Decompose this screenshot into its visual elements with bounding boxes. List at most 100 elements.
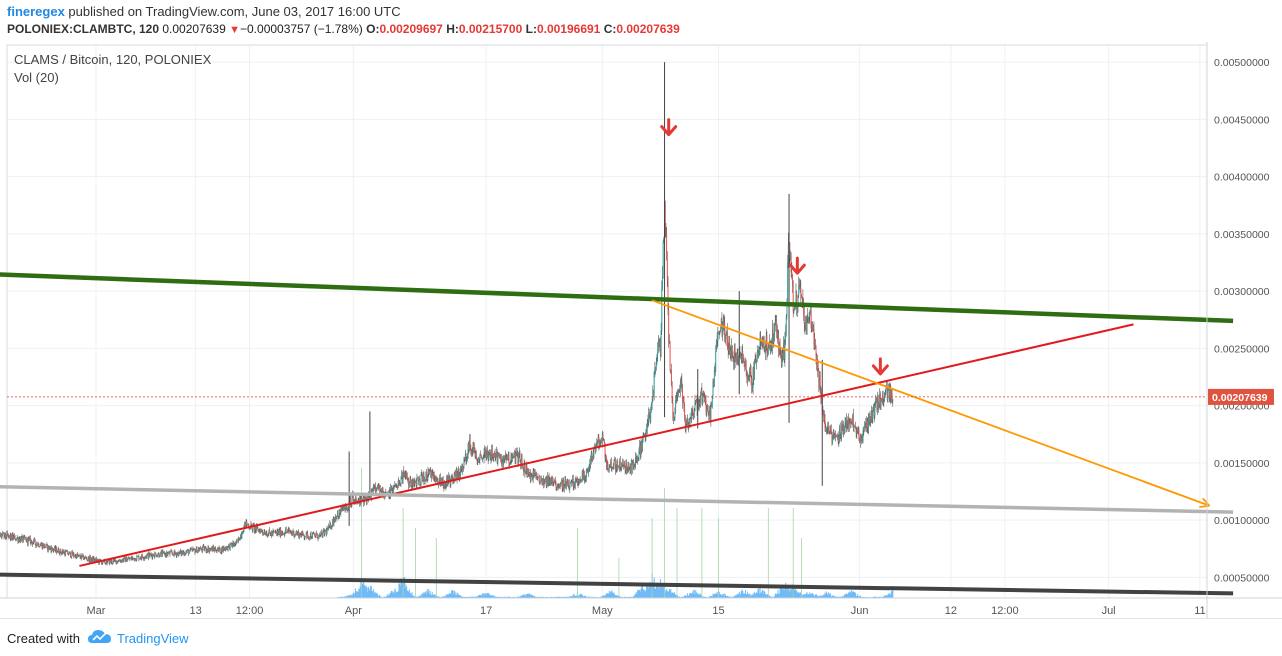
candle-body xyxy=(301,534,302,537)
down-arrow-marker xyxy=(790,258,804,273)
candle-body xyxy=(112,563,113,564)
down-arrow-marker xyxy=(662,120,676,135)
candle-body xyxy=(786,316,787,333)
candle-body xyxy=(78,556,79,557)
plot-border xyxy=(7,45,1207,598)
y-tick-label: 0.00150000 xyxy=(1214,458,1270,470)
low-label: L: xyxy=(526,22,537,36)
candle-body xyxy=(667,260,668,279)
candle-body xyxy=(816,347,817,356)
candle-body xyxy=(666,234,667,260)
candle-body xyxy=(575,478,576,485)
candle-body xyxy=(15,540,16,541)
candle-body xyxy=(714,371,715,387)
candle-body xyxy=(330,523,331,528)
candle-body xyxy=(380,489,381,491)
candle-body xyxy=(820,374,821,392)
candle-body xyxy=(291,532,292,533)
candle-body xyxy=(708,406,709,412)
candle-body xyxy=(434,477,435,479)
axes: 0.005000000.004500000.004000000.00350000… xyxy=(0,42,1282,618)
candle-body xyxy=(500,456,501,458)
candle-body xyxy=(322,531,323,537)
candle-body xyxy=(266,533,267,536)
candle-body xyxy=(172,552,173,554)
candle-body xyxy=(127,560,128,561)
candle-body xyxy=(143,557,144,558)
candle-body xyxy=(716,340,717,350)
candle-body xyxy=(313,533,314,534)
candle-body xyxy=(404,475,405,477)
candle-body xyxy=(407,474,408,480)
candle-body xyxy=(156,554,157,557)
candle-body xyxy=(656,356,657,363)
candle-body xyxy=(185,554,186,555)
candle-body xyxy=(670,342,671,370)
candle-body xyxy=(624,463,625,468)
last-price-tag-label: 0.00207639 xyxy=(1212,392,1268,404)
candle-body xyxy=(704,397,705,400)
candle-body xyxy=(466,459,467,460)
tradingview-cloud-icon[interactable] xyxy=(87,628,113,646)
candle-body xyxy=(39,546,40,547)
open-value: 0.00209697 xyxy=(379,22,442,36)
x-tick-label: 12:00 xyxy=(991,605,1019,617)
candle-body xyxy=(767,354,768,355)
candle-body xyxy=(746,361,747,371)
candle-body xyxy=(31,540,32,542)
candle-body xyxy=(620,461,621,467)
candle-body xyxy=(874,406,875,416)
candle-body xyxy=(834,432,835,435)
candle-body xyxy=(485,450,486,455)
candle-body xyxy=(818,362,819,371)
candle-body xyxy=(192,550,193,551)
y-tick-label: 0.00350000 xyxy=(1214,229,1270,241)
candle-body xyxy=(259,530,260,531)
footer: Created with TradingView xyxy=(0,618,1282,656)
candle-body xyxy=(733,356,734,361)
candle-body xyxy=(45,547,46,548)
candle-body xyxy=(684,408,685,419)
tradingview-link[interactable]: TradingView xyxy=(117,631,189,646)
candle-body xyxy=(750,369,751,372)
candle-body xyxy=(629,470,630,471)
price-chart[interactable]: 0.005000000.004500000.004000000.00350000… xyxy=(0,42,1282,618)
candle-body xyxy=(699,402,700,409)
candle-body xyxy=(591,454,592,457)
candle-body xyxy=(471,452,472,454)
candle-body xyxy=(151,554,152,555)
candle-body xyxy=(53,550,54,551)
candle-body xyxy=(726,335,727,339)
candle-body xyxy=(850,419,851,423)
candle-body xyxy=(588,469,589,473)
candle-body xyxy=(776,323,777,333)
candle-body xyxy=(309,536,310,538)
candle-body xyxy=(842,423,843,429)
candle-body xyxy=(727,332,728,348)
candle-body xyxy=(855,427,856,428)
candle-body xyxy=(691,409,692,422)
candle-body xyxy=(111,560,112,563)
y-tick-label: 0.00500000 xyxy=(1214,57,1270,69)
trend-line xyxy=(0,574,1233,593)
candle-body xyxy=(646,430,647,435)
candle-body xyxy=(167,553,168,555)
candle-body xyxy=(560,483,561,486)
candle-body xyxy=(597,440,598,444)
candle-body xyxy=(174,551,175,554)
author-link[interactable]: fineregex xyxy=(7,4,65,19)
candle-body xyxy=(811,311,812,329)
volume-indicator-label: Vol (20) xyxy=(14,70,59,85)
candle-body xyxy=(576,478,577,479)
candle-body xyxy=(315,535,316,536)
candle-body xyxy=(466,454,467,460)
candle-body xyxy=(242,533,243,534)
candle-body xyxy=(751,372,752,378)
candle-body xyxy=(186,552,187,553)
candle-body xyxy=(425,480,426,481)
price-change: −0.00003757 (−1.78%) xyxy=(240,22,363,36)
candle-body xyxy=(409,483,410,487)
candle-body xyxy=(758,349,759,357)
candle-body xyxy=(883,402,884,403)
candle-body xyxy=(800,287,801,288)
